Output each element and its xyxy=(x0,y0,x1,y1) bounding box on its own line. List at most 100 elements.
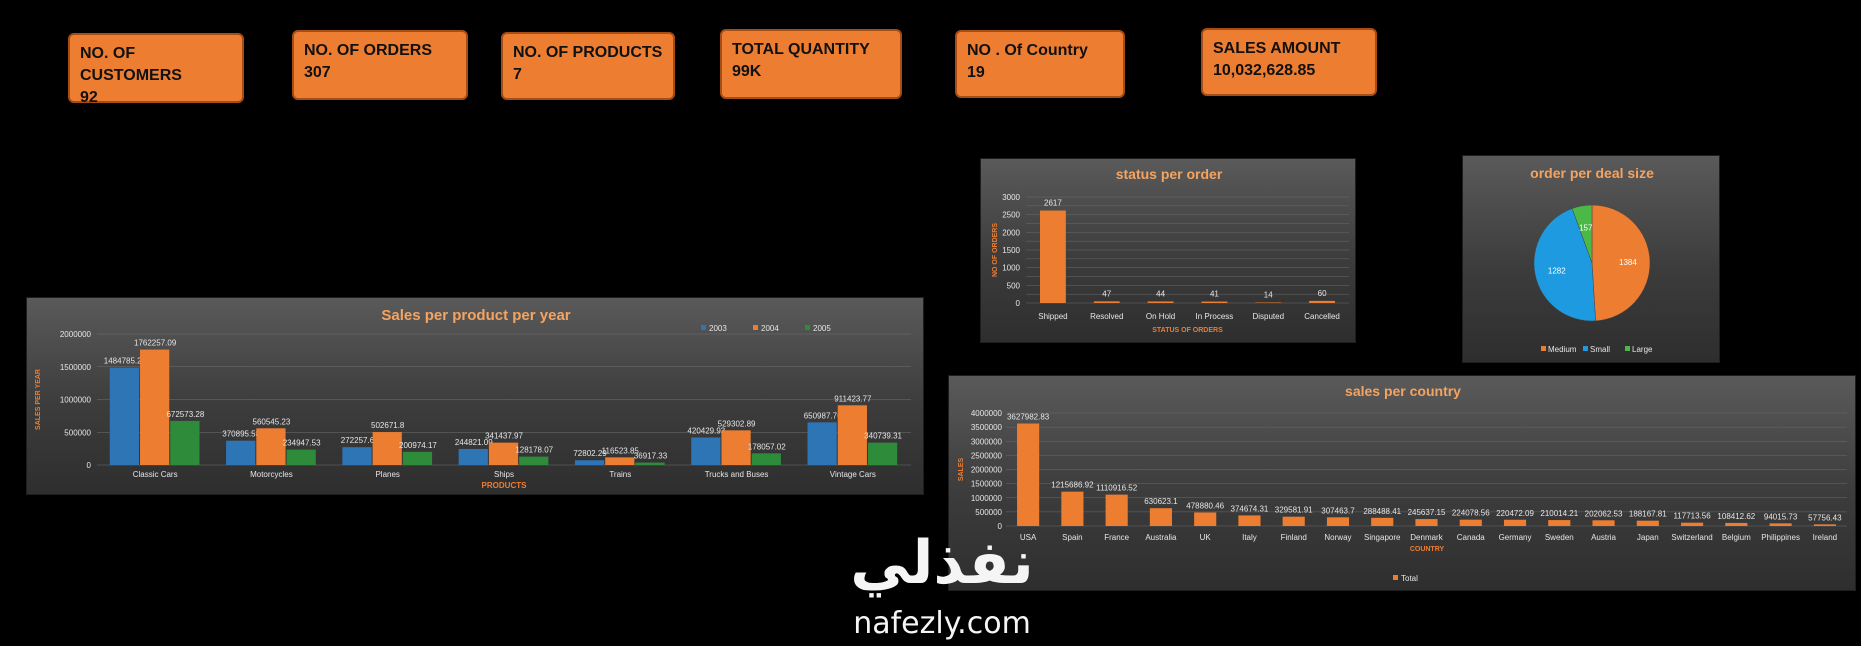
data-label: 47 xyxy=(1102,289,1111,298)
bar-2005 xyxy=(519,456,549,465)
x-axis-title: PRODUCTS xyxy=(482,481,528,490)
legend-label: Large xyxy=(1632,345,1653,354)
data-label: 329581.91 xyxy=(1275,506,1313,515)
data-label: 420429.93 xyxy=(687,426,725,435)
data-label: 224078.56 xyxy=(1452,509,1490,518)
x-tick-label: Austria xyxy=(1591,533,1616,542)
x-tick-label: Disputed xyxy=(1252,312,1284,321)
x-tick-label: Denmark xyxy=(1410,533,1443,542)
data-label: 340739.31 xyxy=(864,432,902,441)
x-tick-label: In Process xyxy=(1196,312,1234,321)
data-label: 272257.6 xyxy=(341,436,375,445)
data-label: 1282 xyxy=(1548,266,1566,275)
bar-2004 xyxy=(372,432,402,465)
bar-2003 xyxy=(574,460,605,465)
y-axis-title: SALES xyxy=(958,458,965,482)
x-tick-label: France xyxy=(1104,533,1129,542)
x-tick-label: Trains xyxy=(609,470,631,479)
data-label: 529302.89 xyxy=(718,419,756,428)
order-per-deal-size-svg: order per deal size 1384 1282 157 Medium Smal… xyxy=(1530,165,1654,354)
kpi-country-label: NO . Of Country xyxy=(967,42,1088,59)
pie-slice-large xyxy=(1571,204,1593,264)
kpi-country-value: 19 xyxy=(967,64,985,81)
x-tick-label: Australia xyxy=(1145,533,1177,542)
legend-swatch xyxy=(753,325,758,330)
data-label: 672573.28 xyxy=(166,410,204,419)
data-label: 307463.7 xyxy=(1321,506,1355,515)
bar-2005 xyxy=(635,462,665,465)
bar xyxy=(1326,517,1350,526)
bar-2003 xyxy=(807,422,837,465)
legend-swatch xyxy=(701,325,706,330)
kpi-orders-label: NO. OF ORDERS xyxy=(304,42,433,59)
bar xyxy=(1039,210,1066,303)
bar-2005 xyxy=(286,449,316,465)
kpi-products-value: 7 xyxy=(513,66,522,83)
x-tick-label: Motorcycles xyxy=(250,470,293,479)
bar-2004 xyxy=(140,349,170,465)
data-label: 14 xyxy=(1264,291,1273,300)
y-tick-label: 3000000 xyxy=(971,437,1003,446)
data-label: 94015.73 xyxy=(1764,512,1798,521)
data-label: 1384 xyxy=(1619,258,1637,267)
data-label: 116523.85 xyxy=(602,446,640,455)
y-tick-label: 2000 xyxy=(1002,228,1020,237)
bar-2004 xyxy=(605,457,635,465)
y-tick-label: 3500000 xyxy=(971,423,1003,432)
x-axis-title: STATUS OF ORDERS xyxy=(1152,327,1223,334)
data-label: 60 xyxy=(1318,289,1327,298)
data-label: 630623.1 xyxy=(1144,497,1178,506)
data-label: 502671.8 xyxy=(371,421,405,430)
bar-2004 xyxy=(721,430,751,465)
legend-swatch xyxy=(1541,346,1546,351)
bar-2004 xyxy=(837,405,867,465)
data-label: 202062.53 xyxy=(1585,509,1623,518)
y-axis-title: NO OF ORDERS xyxy=(992,223,999,277)
bar xyxy=(1592,520,1615,526)
status-per-order-chart: status per order 0 500 1000 1500 2000 2500 3000… xyxy=(980,158,1356,343)
data-label: 560545.23 xyxy=(253,417,291,426)
data-label: 244821.09 xyxy=(455,438,493,447)
bar xyxy=(1149,508,1172,526)
x-tick-label: USA xyxy=(1020,533,1037,542)
sales-per-product-chart: Sales per product per year 0 500000 1000000… xyxy=(26,297,924,495)
data-label: 44 xyxy=(1156,289,1165,298)
data-label: 128178.07 xyxy=(515,446,553,455)
bar xyxy=(1548,520,1571,526)
sales-per-country-svg: sales per country 0 500000 1000000 1500000 20… xyxy=(958,383,1847,583)
chart-title: sales per country xyxy=(1345,383,1461,399)
bar xyxy=(1105,494,1128,526)
data-label: 41 xyxy=(1210,290,1219,299)
y-axis-title: SALES PER YEAR xyxy=(35,369,42,430)
y-tick-label: 3000 xyxy=(1002,193,1020,202)
data-label: 370895.58 xyxy=(222,430,260,439)
x-tick-label: Norway xyxy=(1324,533,1351,542)
data-label: 478880.46 xyxy=(1186,501,1224,510)
data-label: 288488.41 xyxy=(1363,507,1401,516)
x-tick-label: Switzerland xyxy=(1671,533,1712,542)
kpi-quantity-card: TOTAL QUANTITY 99K xyxy=(720,29,902,99)
bar xyxy=(1147,301,1174,303)
watermark-logo-arabic: نفذلي xyxy=(850,528,1034,598)
legend-swatch xyxy=(1393,575,1398,580)
data-label: 1762257.09 xyxy=(134,339,177,348)
pie-slice-medium xyxy=(1591,204,1651,322)
bar xyxy=(1459,519,1482,526)
order-per-deal-size-chart: order per deal size 1384 1282 157 Medium Smal… xyxy=(1462,155,1720,363)
bar xyxy=(1371,517,1394,526)
bar xyxy=(1681,522,1704,526)
data-label: 117713.56 xyxy=(1673,512,1711,521)
kpi-quantity-label: TOTAL QUANTITY xyxy=(732,41,870,58)
x-tick-label: Planes xyxy=(375,470,399,479)
pie-slice-small xyxy=(1533,208,1596,322)
x-tick-label: Ships xyxy=(494,470,514,479)
bar-2003 xyxy=(226,440,256,465)
y-tick-label: 1000000 xyxy=(60,396,92,405)
y-tick-label: 1500000 xyxy=(60,363,92,372)
x-tick-label: UK xyxy=(1200,533,1212,542)
bar xyxy=(1238,515,1261,526)
kpi-customers-card: NO. OF CUSTOMERS 92 xyxy=(68,33,244,106)
kpi-country-card: NO . Of Country 19 xyxy=(955,30,1125,98)
data-label: 1110916.52 xyxy=(1096,484,1138,493)
legend-label: 2005 xyxy=(813,324,831,333)
